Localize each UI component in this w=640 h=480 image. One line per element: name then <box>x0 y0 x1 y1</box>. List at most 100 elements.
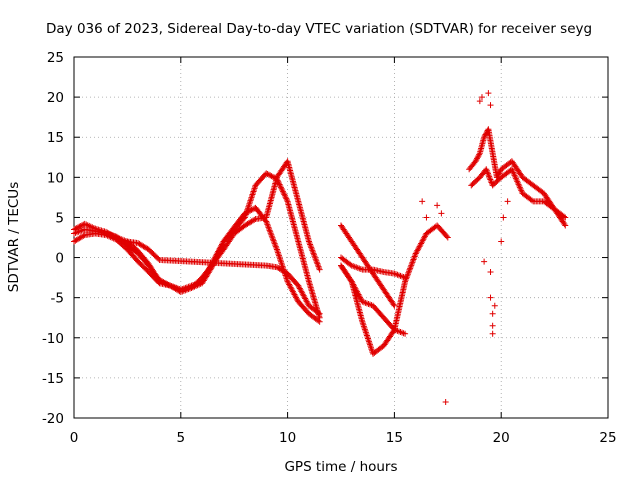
data-point-arc-9 <box>472 158 479 165</box>
data-point-arc-5 <box>359 318 366 325</box>
data-point-arc-2 <box>263 219 270 226</box>
data-point-arc-2 <box>264 222 271 229</box>
data-point-arc-2 <box>265 224 272 231</box>
data-point-arc-9 <box>476 151 483 158</box>
data-point-arc-3 <box>316 266 323 273</box>
data-point-arc-5 <box>411 253 418 260</box>
data-point-arc-2 <box>277 258 284 265</box>
data-point-arc-1 <box>277 182 284 189</box>
data-point-arc-5 <box>360 321 367 328</box>
data-point-arc-2 <box>269 236 276 243</box>
data-point-arc-2 <box>271 239 278 246</box>
data-point-arc-3 <box>309 248 316 255</box>
data-point-arc-3 <box>314 260 321 267</box>
data-point-arc-3 <box>309 247 316 254</box>
data-point-arc-5 <box>409 257 416 264</box>
data-point-arc-2 <box>267 230 274 237</box>
data-point-arc-5 <box>408 262 415 269</box>
y-tick-label: -10 <box>42 331 64 347</box>
data-point-burst-20h <box>487 268 494 275</box>
data-point-arc-2 <box>275 252 282 259</box>
data-point-arc-10 <box>486 173 493 180</box>
data-point-arc-10 <box>485 172 492 179</box>
data-point-arc-3 <box>157 277 164 284</box>
grid <box>74 57 608 418</box>
data-point-arc-1 <box>77 222 84 229</box>
y-tick-label: 15 <box>47 130 64 146</box>
data-point-arc-3 <box>163 280 170 287</box>
data-point-arc-5 <box>402 277 409 284</box>
data-point-arc-3 <box>315 263 322 270</box>
data-point-arc-3 <box>159 278 166 285</box>
data-point-arc-2 <box>277 257 284 264</box>
data-point-arc-5 <box>407 263 414 270</box>
data-point-arc-1 <box>267 172 274 179</box>
data-point-arc-5 <box>410 256 417 263</box>
data-point-arc-2 <box>247 207 254 214</box>
data-point-arc-2 <box>276 254 283 261</box>
data-point-arc-3 <box>312 256 319 263</box>
data-point-arc-7 <box>402 274 409 281</box>
data-point-arc-10 <box>487 177 494 184</box>
data-point-arc-3 <box>310 250 317 257</box>
data-point-arc-5 <box>367 343 374 350</box>
x-tick-label: 15 <box>386 430 403 446</box>
data-point-arc-3 <box>251 216 258 223</box>
data-point-arc-4 <box>155 255 162 262</box>
data-point-burst-20h <box>498 238 505 245</box>
data-point-arc-1 <box>281 191 288 198</box>
data-point-arc-5 <box>363 332 370 339</box>
chart-title: Day 036 of 2023, Sidereal Day-to-day VTE… <box>46 21 592 37</box>
data-point-arc-3 <box>314 262 321 269</box>
data-point-arc-4 <box>315 309 322 316</box>
y-tick-label: 5 <box>55 210 64 226</box>
data-point-arc-1 <box>252 183 259 190</box>
data-point-arc-9 <box>496 170 503 177</box>
data-point-arc-1 <box>277 184 284 191</box>
data-point-burst-20h <box>489 310 496 317</box>
data-point-arc-9 <box>473 155 480 162</box>
data-point-arc-5 <box>444 234 451 241</box>
data-point-arc-3 <box>313 257 320 264</box>
data-point-arc-2 <box>268 231 275 238</box>
data-point-arc-1 <box>268 173 275 180</box>
data-point-arc-1 <box>283 196 290 203</box>
data-point-arc-3 <box>164 281 171 288</box>
data-point-arc-9 <box>475 152 482 159</box>
data-point-arc-2 <box>80 232 87 239</box>
data-point-arc-10 <box>483 166 490 173</box>
data-point-arc-2 <box>270 237 277 244</box>
data-point-arc-3 <box>161 279 168 286</box>
data-point-arc-3 <box>311 253 318 260</box>
data-point-arc-1 <box>263 170 270 177</box>
data-point-arc-3 <box>313 259 320 266</box>
data-point-arc-3 <box>316 265 323 272</box>
data-point-outliers <box>481 258 488 265</box>
data-point-arc-3 <box>312 254 319 261</box>
data-point-burst-20h <box>491 302 498 309</box>
data-point-arc-5 <box>406 268 413 275</box>
data-point-arc-5 <box>361 324 368 331</box>
data-point-arc-9 <box>474 154 481 161</box>
data-point-arc-1 <box>247 196 254 203</box>
data-point-arc-5 <box>364 335 371 342</box>
data-point-arc-4 <box>316 310 323 317</box>
data-point-burst-20h <box>487 294 494 301</box>
data-point-arc-9 <box>496 168 503 175</box>
data-point-arc-10 <box>486 175 493 182</box>
data-point-arc-5 <box>408 260 415 267</box>
data-point-arc-5 <box>366 341 373 348</box>
data-point-arc-2 <box>271 240 278 247</box>
x-tick-label: 10 <box>279 430 296 446</box>
data-point-arc-5 <box>407 265 414 272</box>
data-point-arc-1 <box>248 194 255 201</box>
data-point-arc-2 <box>315 317 322 324</box>
data-points <box>71 90 569 405</box>
data-point-arc-3 <box>305 238 312 245</box>
data-point-arc-1 <box>264 171 271 178</box>
data-point-arc-9 <box>482 131 489 138</box>
data-point-arc-1 <box>246 200 253 207</box>
x-axis-label: GPS time / hours <box>284 459 397 475</box>
data-point-arc-2 <box>241 210 248 217</box>
